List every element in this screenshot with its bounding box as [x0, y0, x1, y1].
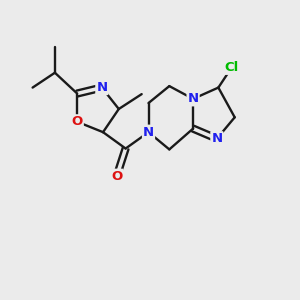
Text: N: N — [143, 126, 154, 139]
Text: O: O — [111, 170, 122, 183]
Text: N: N — [211, 132, 222, 145]
Text: Cl: Cl — [225, 61, 239, 74]
Text: N: N — [188, 92, 199, 105]
Text: N: N — [96, 81, 107, 94]
Text: O: O — [72, 115, 83, 128]
